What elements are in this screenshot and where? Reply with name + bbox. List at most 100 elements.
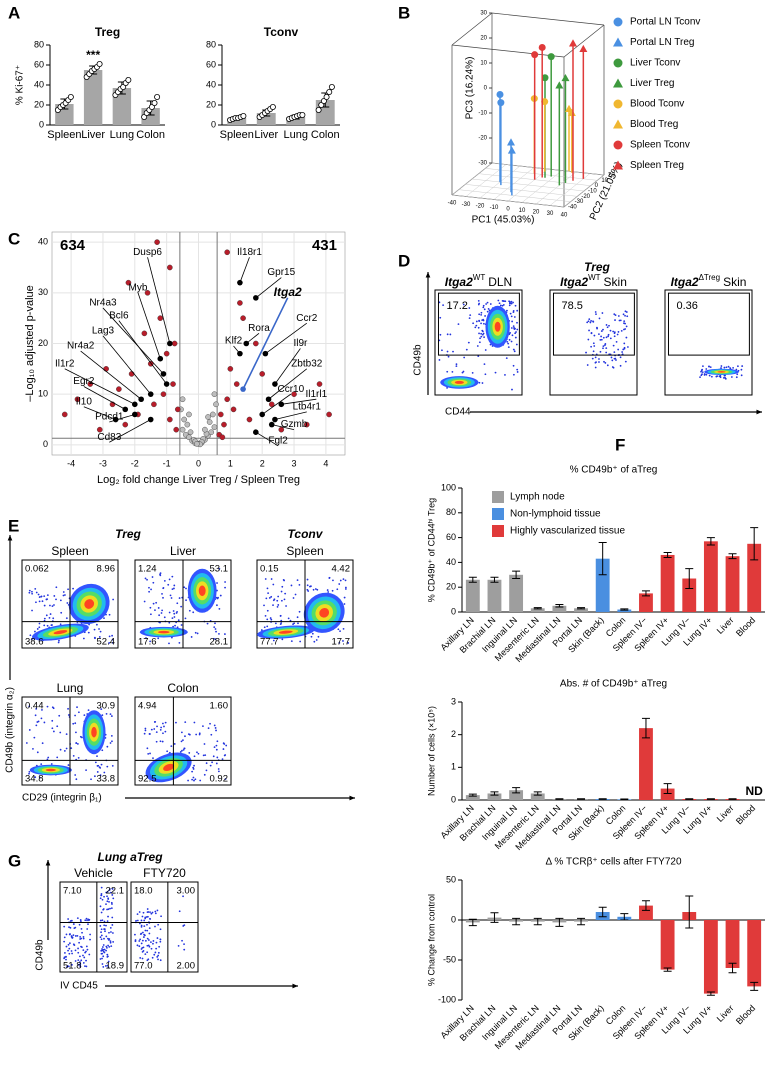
event-dot — [107, 960, 110, 963]
event-dot — [455, 365, 458, 368]
event-dot — [213, 626, 216, 629]
event-dot — [34, 630, 36, 633]
event-dot — [77, 947, 79, 950]
point — [326, 411, 332, 418]
gene-connector — [271, 424, 295, 430]
event-dot — [72, 923, 75, 925]
event-dot — [312, 588, 315, 591]
y-tick-label: 0 — [451, 606, 456, 616]
x-tick-label: Colon — [311, 129, 340, 141]
event-dot — [45, 614, 48, 617]
event-dot — [141, 915, 144, 918]
event-dot — [196, 632, 199, 635]
gene-label: Klf2 — [225, 336, 243, 347]
gene-point — [157, 355, 164, 362]
arrow-head — [756, 409, 762, 415]
event-dot — [623, 346, 626, 349]
gene-connector — [265, 322, 308, 354]
event-dot — [296, 579, 299, 582]
event-dot — [617, 315, 620, 317]
gene-point — [132, 401, 138, 408]
event-dot — [215, 630, 217, 633]
gene-label: Nr4a3 — [89, 298, 117, 309]
value-annotation: *** — [86, 48, 100, 62]
bar — [703, 920, 718, 994]
y-tick-label: 20 — [34, 99, 44, 109]
event-dot — [109, 940, 112, 943]
event-dot — [155, 947, 158, 950]
legend-label: Portal LN Treg — [630, 37, 694, 48]
point — [125, 279, 132, 286]
event-dot — [173, 584, 176, 587]
event-dot — [151, 911, 154, 914]
event-dot — [700, 370, 702, 373]
event-dot — [140, 924, 143, 927]
gene-label: Lag3 — [92, 325, 115, 336]
event-dot — [87, 709, 90, 712]
event-dot — [63, 940, 66, 943]
event-dot — [598, 333, 600, 336]
error-bar — [490, 791, 499, 796]
x-tick-label: Colon — [136, 129, 165, 141]
event-dot — [507, 342, 510, 345]
event-dot — [146, 937, 149, 940]
event-dot — [72, 754, 75, 757]
panel-letter: G — [8, 851, 21, 870]
gene-point — [163, 381, 170, 387]
event-dot — [214, 638, 217, 641]
point — [567, 108, 576, 116]
point — [291, 391, 297, 397]
event-dot — [99, 905, 102, 908]
event-dot — [111, 634, 113, 637]
gene-point — [265, 396, 272, 403]
event-dot — [512, 364, 515, 367]
event-dot — [36, 628, 39, 630]
event-dot — [144, 577, 147, 580]
gene-connector — [102, 335, 152, 395]
bar — [639, 593, 653, 612]
plot-title: Colon — [167, 681, 198, 695]
error-bar — [555, 917, 564, 927]
event-dot — [149, 752, 151, 755]
event-dot — [498, 302, 501, 305]
error-bar — [555, 798, 564, 800]
gene-point — [160, 371, 167, 377]
event-dot — [727, 365, 730, 368]
gene-label: Pdcd1 — [95, 412, 124, 423]
plot-title: Spleen — [51, 544, 88, 558]
box-edge — [491, 12, 605, 26]
event-dot — [507, 346, 510, 348]
event-dot — [111, 924, 114, 926]
event-dot — [106, 895, 108, 898]
event-dot — [280, 599, 283, 602]
event-dot — [452, 350, 454, 353]
bar — [530, 793, 545, 800]
event-dot — [446, 387, 448, 389]
event-dot — [287, 617, 290, 620]
event-dot — [266, 609, 269, 612]
event-dot — [270, 595, 273, 598]
point — [224, 249, 230, 256]
event-dot — [68, 947, 71, 950]
error-bar — [512, 570, 521, 580]
event-dot — [599, 338, 602, 341]
error-bar — [750, 981, 759, 991]
density — [163, 763, 175, 771]
event-dot — [110, 907, 113, 910]
event-dot — [222, 748, 225, 750]
point — [167, 264, 173, 271]
data-point — [315, 107, 322, 114]
point — [179, 396, 186, 403]
quadrant-percent: 1.24 — [138, 564, 157, 575]
event-dot — [216, 582, 218, 584]
event-dot — [514, 336, 517, 339]
event-dot — [85, 769, 87, 772]
point — [163, 350, 170, 357]
event-dot — [103, 924, 106, 927]
data-point — [67, 94, 74, 101]
error-bar — [620, 913, 629, 921]
event-dot — [145, 637, 147, 639]
x-tick-label: -10 — [490, 205, 499, 211]
y-tick-label: 30 — [38, 287, 48, 297]
point — [167, 416, 173, 423]
